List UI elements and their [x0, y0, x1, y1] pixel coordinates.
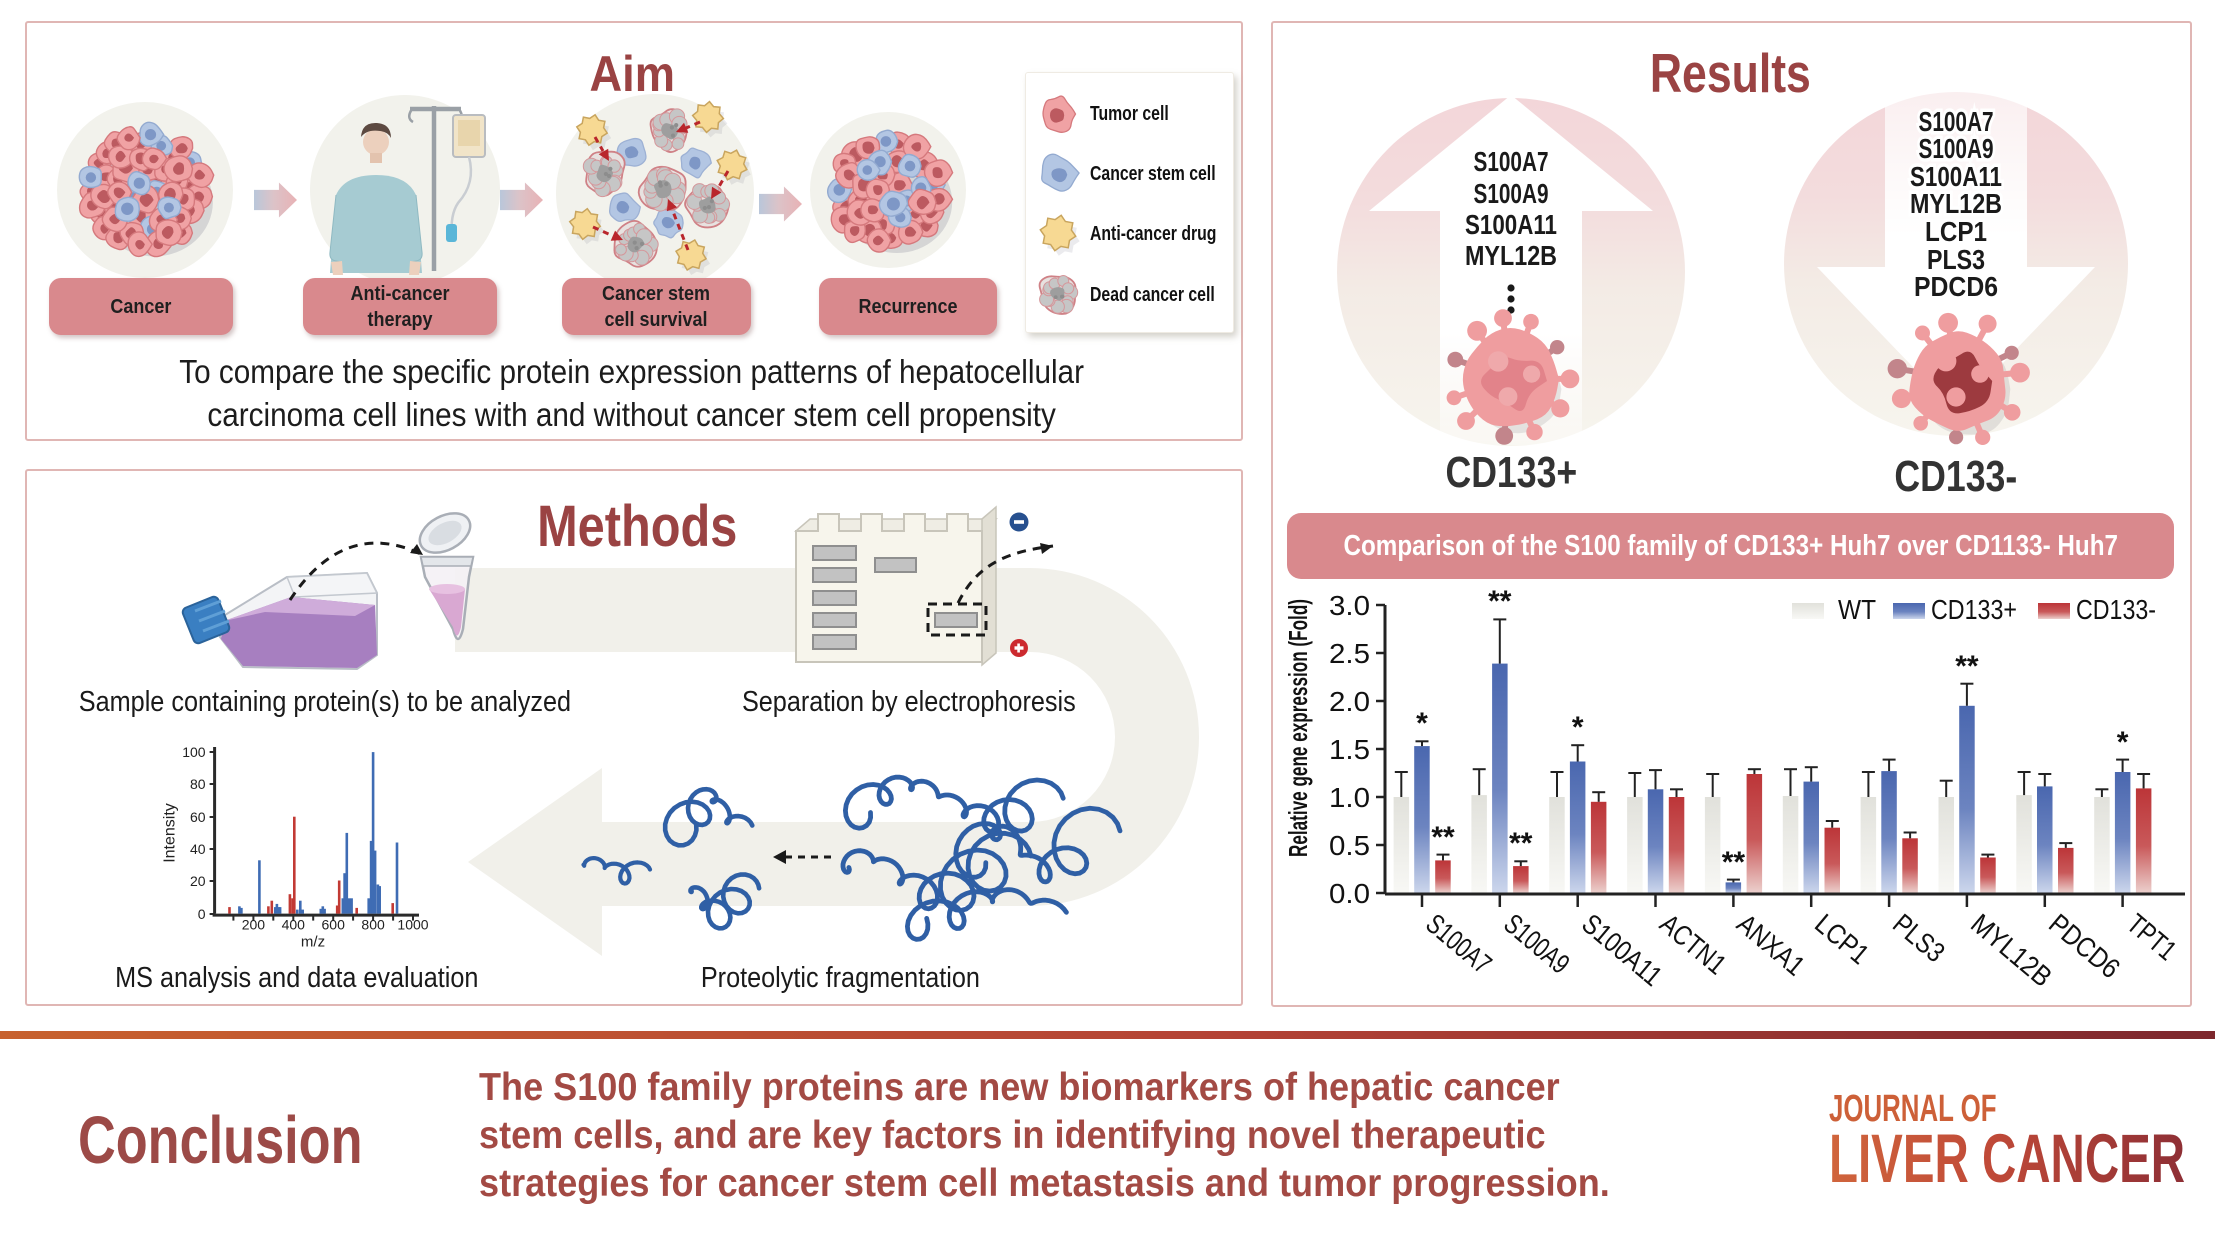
svg-text:S100A7: S100A7 [1919, 106, 1994, 137]
svg-text:WT: WT [1838, 594, 1876, 625]
svg-text:**: ** [1722, 846, 1746, 879]
svg-text:MYL12B: MYL12B [1910, 188, 2002, 219]
svg-text:**: ** [1955, 650, 1979, 683]
svg-text:200: 200 [242, 917, 266, 933]
svg-text:**: ** [1431, 821, 1455, 854]
svg-text:20: 20 [190, 873, 206, 889]
svg-text:40: 40 [190, 841, 206, 857]
svg-text:TPT1: TPT1 [2121, 908, 2182, 966]
svg-text:S100A11: S100A11 [1465, 209, 1557, 240]
svg-text:m/z: m/z [301, 934, 325, 951]
svg-text:PDCD6: PDCD6 [1914, 271, 1998, 302]
svg-text:*: * [1416, 707, 1428, 740]
svg-text:100: 100 [182, 744, 206, 760]
svg-text:600: 600 [322, 917, 346, 933]
svg-text:CD133-: CD133- [2076, 594, 2156, 625]
svg-text:*: * [2117, 726, 2129, 759]
svg-text:3.0: 3.0 [1329, 590, 1370, 621]
svg-text:S100A9: S100A9 [1474, 178, 1549, 209]
svg-text:0: 0 [198, 906, 206, 922]
svg-text:Relative gene expression (Fold: Relative gene expression (Fold) [1283, 599, 1313, 857]
svg-text:0.0: 0.0 [1329, 878, 1370, 909]
svg-text:PLS3: PLS3 [1927, 244, 1985, 275]
svg-text:MYL12B: MYL12B [1965, 908, 2058, 993]
svg-text:Intensity: Intensity [162, 803, 179, 863]
svg-text:1.0: 1.0 [1329, 782, 1370, 813]
svg-text:**: ** [1509, 827, 1533, 860]
svg-text:2.0: 2.0 [1329, 686, 1370, 717]
svg-text:0.5: 0.5 [1329, 830, 1370, 861]
svg-text:PLS3: PLS3 [1887, 908, 1951, 968]
svg-text:S100A9: S100A9 [1919, 133, 1994, 164]
svg-text:S100A11: S100A11 [1576, 908, 1668, 992]
svg-text:ANXA1: ANXA1 [1731, 908, 1811, 982]
svg-text:MYL12B: MYL12B [1465, 240, 1557, 271]
svg-text:2.5: 2.5 [1329, 638, 1370, 669]
svg-text:80: 80 [190, 776, 206, 792]
svg-text:1.5: 1.5 [1329, 734, 1370, 765]
svg-text:LCP1: LCP1 [1809, 908, 1875, 970]
svg-text:S100A7: S100A7 [1474, 146, 1549, 177]
svg-text:60: 60 [190, 809, 206, 825]
svg-text:S100A7: S100A7 [1420, 908, 1497, 980]
svg-text:*: * [1572, 711, 1584, 744]
svg-text:400: 400 [282, 917, 306, 933]
svg-text:1000: 1000 [397, 917, 428, 933]
svg-text:CD133+: CD133+ [1931, 594, 2017, 625]
svg-text:800: 800 [361, 917, 385, 933]
svg-text:**: ** [1488, 585, 1512, 618]
svg-text:S100A9: S100A9 [1498, 908, 1575, 980]
svg-text:LCP1: LCP1 [1925, 216, 1987, 247]
svg-text:PDCD6: PDCD6 [2043, 908, 2126, 984]
svg-text:S100A11: S100A11 [1910, 161, 2002, 192]
